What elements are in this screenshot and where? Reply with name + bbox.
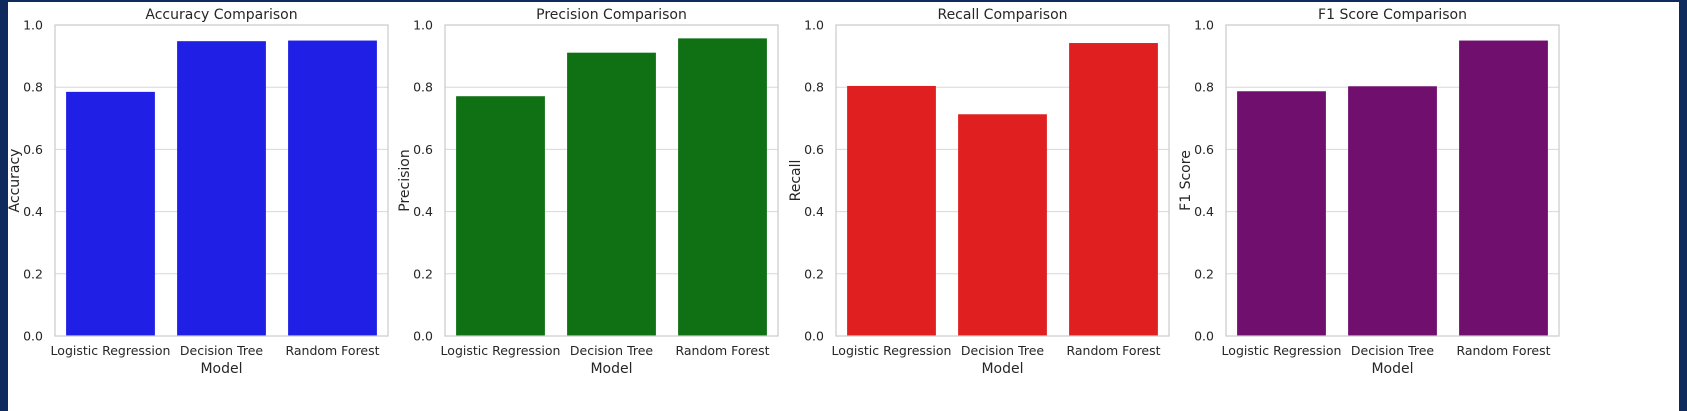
x-tick-label: Decision Tree <box>961 343 1045 358</box>
x-tick-label: Decision Tree <box>570 343 654 358</box>
bar-random-forest <box>678 38 767 337</box>
chart-panel-3: 0.0 0.2 0.4 0.6 0.8 1.0 Logistic Regression Dec… <box>788 7 1170 377</box>
y-tick-label: 0.4 <box>413 204 433 219</box>
y-axis-label: Accuracy <box>8 149 23 213</box>
y-tick-label: 0.2 <box>23 266 43 281</box>
x-axis-label: Model <box>590 361 632 377</box>
y-tick-label: 0.0 <box>23 329 43 344</box>
bar-logistic-regression <box>456 96 545 337</box>
x-tick-label: Logistic Regression <box>832 343 952 358</box>
bar-random-forest <box>288 40 377 337</box>
axes-frame <box>835 24 1170 337</box>
x-tick-label: Random Forest <box>1456 343 1550 358</box>
x-axis-label: Model <box>200 361 242 377</box>
y-tick-label: 0.6 <box>23 142 43 157</box>
axes-frame <box>1225 24 1560 337</box>
x-tick-label: Logistic Regression <box>51 343 171 358</box>
y-tick-label: 0.0 <box>413 329 433 344</box>
y-tick-label: 0.4 <box>804 204 824 219</box>
chart-title: Recall Comparison <box>937 7 1067 23</box>
y-tick-label: 0.0 <box>804 329 824 344</box>
x-tick-label: Decision Tree <box>1351 343 1435 358</box>
y-axis-label: F1 Score <box>1178 150 1194 211</box>
y-tick-label: 1.0 <box>23 18 43 33</box>
y-tick-label: 0.2 <box>413 266 433 281</box>
chart-title: F1 Score Comparison <box>1318 7 1467 23</box>
x-tick-label: Random Forest <box>285 343 379 358</box>
bar-logistic-regression <box>66 91 155 337</box>
bar-random-forest <box>1459 40 1548 337</box>
bar-random-forest <box>1069 43 1158 337</box>
x-tick-label: Logistic Regression <box>441 343 561 358</box>
y-tick-label: 1.0 <box>413 18 433 33</box>
y-tick-label: 1.0 <box>804 18 824 33</box>
x-tick-label: Logistic Regression <box>1222 343 1342 358</box>
y-tick-label: 0.2 <box>1194 266 1214 281</box>
axes-frame <box>444 24 779 337</box>
y-tick-label: 1.0 <box>1194 18 1214 33</box>
y-tick-label: 0.4 <box>1194 204 1214 219</box>
y-axis-label: Precision <box>397 149 413 211</box>
bar-decision-tree <box>177 41 266 337</box>
axes-frame <box>54 24 389 337</box>
y-axis-label: Recall <box>788 160 804 202</box>
y-tick-label: 0.8 <box>1194 80 1214 95</box>
chart-panel-4: 0.0 0.2 0.4 0.6 0.8 1.0 Logistic Regression Dec… <box>1178 7 1560 377</box>
x-tick-label: Random Forest <box>675 343 769 358</box>
chart-grid: 0.0 0.2 0.4 0.6 0.8 1.0 Logistic Regression Dec… <box>8 7 1560 377</box>
chart-panel-2: 0.0 0.2 0.4 0.6 0.8 1.0 Logistic Regression Dec… <box>397 7 779 377</box>
y-tick-label: 0.6 <box>413 142 433 157</box>
figure: 0.0 0.2 0.4 0.6 0.8 1.0 Logistic Regression Dec… <box>8 2 1679 411</box>
x-tick-label: Decision Tree <box>180 343 264 358</box>
chart-title: Precision Comparison <box>536 7 687 23</box>
bar-logistic-regression <box>1237 91 1326 336</box>
chart-title: Accuracy Comparison <box>145 7 297 23</box>
y-tick-label: 0.6 <box>804 142 824 157</box>
y-tick-label: 0.8 <box>413 80 433 95</box>
x-axis-label: Model <box>1371 361 1413 377</box>
bar-decision-tree <box>567 52 656 336</box>
y-tick-label: 0.6 <box>1194 142 1214 157</box>
y-tick-label: 0.8 <box>23 80 43 95</box>
y-tick-label: 0.2 <box>804 266 824 281</box>
bar-logistic-regression <box>847 85 936 337</box>
y-tick-label: 0.8 <box>804 80 824 95</box>
chart-panel-1: 0.0 0.2 0.4 0.6 0.8 1.0 Logistic Regression Dec… <box>8 7 389 377</box>
y-tick-label: 0.0 <box>1194 329 1214 344</box>
y-tick-label: 0.4 <box>23 204 43 219</box>
x-tick-label: Random Forest <box>1066 343 1160 358</box>
bar-decision-tree <box>1348 86 1437 336</box>
bar-decision-tree <box>958 114 1047 336</box>
x-axis-label: Model <box>981 361 1023 377</box>
